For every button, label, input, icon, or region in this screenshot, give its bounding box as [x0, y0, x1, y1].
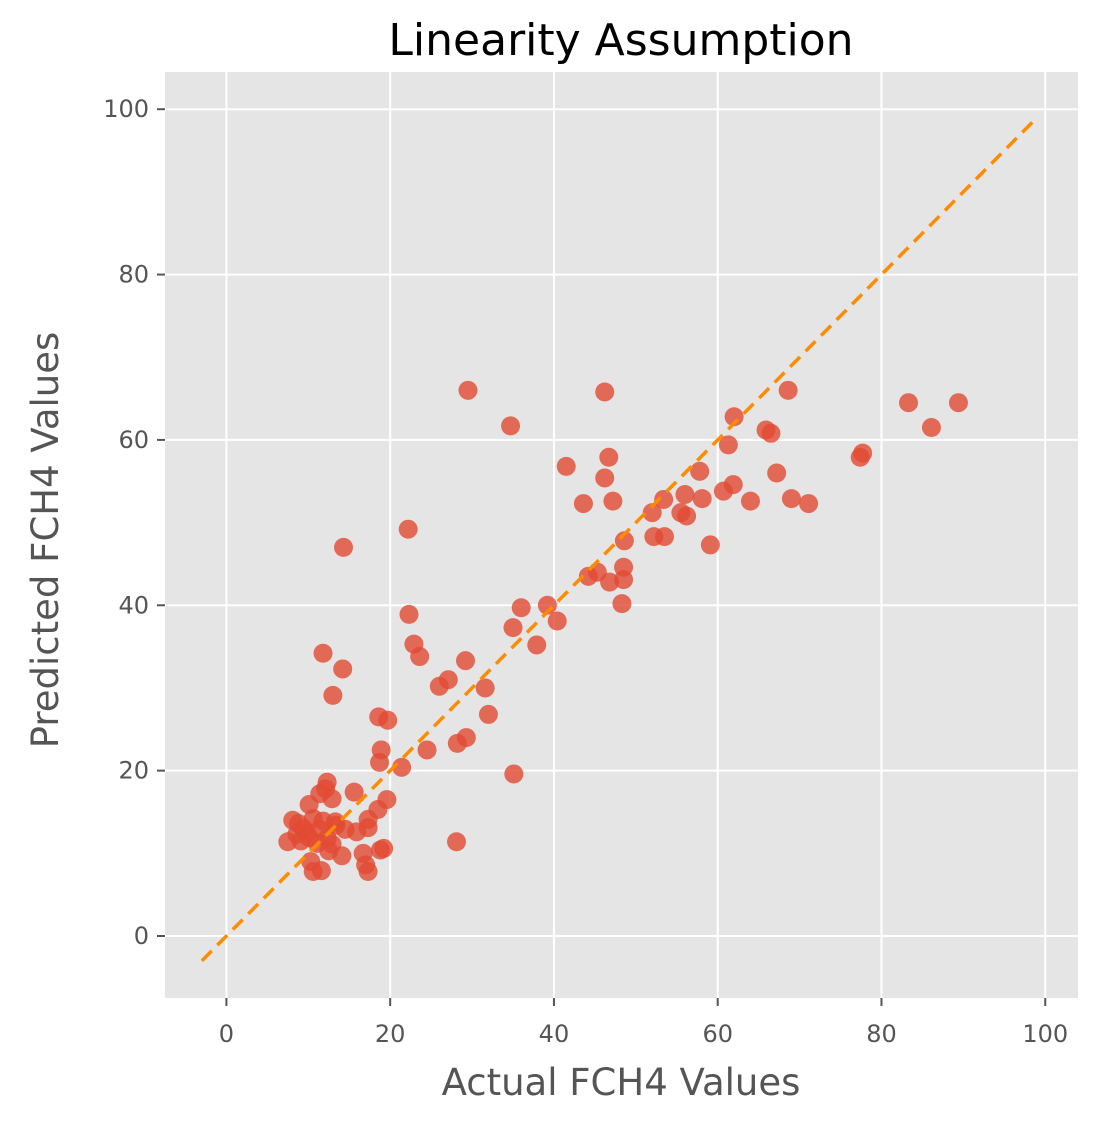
data-point [511, 598, 531, 618]
chart-title: Linearity Assumption [388, 15, 853, 66]
data-point [410, 647, 430, 667]
data-point [311, 861, 331, 881]
x-tick-label: 0 [219, 1020, 234, 1048]
data-point [370, 752, 390, 772]
data-point [322, 834, 342, 854]
data-point [612, 594, 632, 614]
data-point [288, 814, 308, 834]
data-point [378, 710, 398, 730]
data-point [573, 494, 593, 514]
data-point [599, 447, 619, 467]
data-point [323, 685, 343, 705]
data-point [527, 635, 547, 655]
data-point [456, 651, 476, 671]
data-point [921, 418, 941, 438]
data-point [475, 678, 495, 698]
data-point [692, 489, 712, 509]
data-point [358, 818, 378, 838]
data-point [578, 566, 598, 586]
data-point [677, 506, 697, 526]
y-tick-label: 100 [103, 95, 149, 123]
data-point [547, 611, 567, 631]
data-point [595, 382, 615, 402]
data-point [654, 489, 674, 509]
data-point [556, 456, 576, 476]
data-point [600, 572, 620, 592]
x-tick-label: 100 [1022, 1020, 1068, 1048]
data-point [438, 670, 458, 690]
data-point [654, 527, 674, 547]
data-point [781, 489, 801, 509]
data-point [614, 531, 634, 551]
data-points [278, 380, 968, 882]
data-point [778, 380, 798, 400]
y-tick-label: 80 [118, 261, 149, 289]
data-point [447, 832, 467, 852]
data-point [398, 519, 418, 539]
data-point [447, 733, 467, 753]
data-point [799, 494, 819, 514]
data-point [478, 704, 498, 724]
y-axis-label: Predicted FCH4 Values [24, 332, 67, 749]
data-point [724, 407, 744, 427]
data-point [313, 811, 333, 831]
data-point [501, 416, 521, 436]
data-point [322, 789, 342, 809]
data-point [333, 659, 353, 679]
data-point [899, 393, 919, 413]
y-tick-label: 20 [118, 757, 149, 785]
data-point [417, 740, 437, 760]
x-tick-label: 20 [375, 1020, 406, 1048]
y-tick-label: 60 [118, 426, 149, 454]
data-point [761, 423, 781, 443]
y-tick-label: 0 [134, 922, 149, 950]
data-point [642, 503, 662, 523]
data-point [344, 782, 364, 802]
x-axis-label: Actual FCH4 Values [442, 1061, 801, 1104]
data-point [537, 595, 557, 615]
data-point [853, 443, 873, 463]
x-tick-label: 40 [539, 1020, 570, 1048]
data-point [718, 435, 738, 455]
data-point [740, 491, 760, 511]
data-point [392, 757, 412, 777]
data-point [595, 468, 615, 488]
data-point [700, 535, 720, 555]
data-point [690, 461, 710, 481]
data-point [675, 484, 695, 504]
x-tick-label: 60 [702, 1020, 733, 1048]
data-point [374, 838, 394, 858]
data-point [313, 643, 333, 663]
data-point [358, 862, 378, 882]
grid-lines [165, 72, 1078, 998]
data-point [458, 380, 478, 400]
data-point [948, 393, 968, 413]
axis-ticks: 0 20 40 60 80 100 0 20 40 60 80 100 [103, 95, 1068, 1048]
data-point [399, 604, 419, 624]
data-point [767, 463, 787, 483]
x-tick-label: 80 [866, 1020, 897, 1048]
data-point [723, 475, 743, 495]
data-point [503, 618, 523, 638]
y-tick-label: 40 [118, 591, 149, 619]
data-point [504, 764, 524, 784]
data-point [603, 491, 623, 511]
data-point [334, 537, 354, 557]
